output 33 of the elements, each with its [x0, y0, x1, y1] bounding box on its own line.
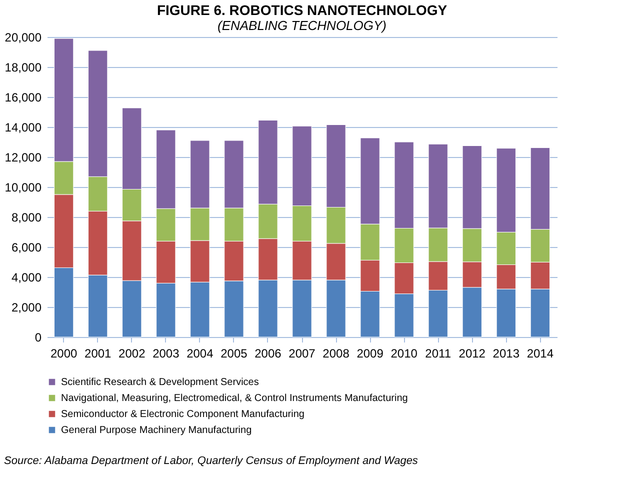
x-tick-label: 2004 [186, 346, 214, 360]
y-tick-label: 16,000 [4, 90, 42, 104]
y-tick-label: 14,000 [4, 120, 42, 134]
y-tick-label: 12,000 [4, 150, 42, 164]
x-tick-label: 2008 [322, 346, 350, 360]
legend-label: General Purpose Machinery Manufacturing [61, 425, 252, 436]
legend-label: Semiconductor & Electronic Component Manufacturing [61, 409, 304, 420]
x-tick-label: 2010 [390, 346, 418, 360]
x-tick-label: 2009 [356, 346, 384, 360]
x-tick-label: 2012 [458, 346, 486, 360]
x-tick-label: 2001 [84, 346, 112, 360]
x-tick-label: 2014 [526, 346, 554, 360]
x-tick-label: 2003 [152, 346, 180, 360]
x-tick-label: 2005 [220, 346, 248, 360]
chart-subtitle: (ENABLING TECHNOLOGY) [217, 18, 387, 33]
y-tick-label: 2,000 [11, 300, 42, 314]
y-tick-label: 0 [34, 330, 42, 344]
y-tick-label: 6,000 [11, 240, 42, 254]
chart-title: FIGURE 6. ROBOTICS NANOTECHNOLOGY [156, 2, 448, 18]
y-tick-label: 4,000 [11, 270, 42, 284]
x-tick-label: 2002 [118, 346, 146, 360]
y-tick-label: 18,000 [4, 60, 42, 74]
x-tick-label: 2013 [492, 346, 520, 360]
source-note: Source: Alabama Department of Labor, Quarterly Census of Employment and Wages [4, 455, 419, 467]
x-tick-label: 2011 [425, 346, 452, 360]
y-tick-label: 8,000 [11, 210, 42, 224]
x-tick-label: 2000 [50, 346, 78, 360]
x-tick-label: 2006 [254, 346, 282, 360]
y-tick-label: 20,000 [4, 30, 42, 44]
x-tick-label: 2007 [288, 346, 316, 360]
legend-label: Navigational, Measuring, Electromedical, & Control Instruments Manufacturing [61, 393, 408, 404]
y-tick-label: 10,000 [4, 180, 42, 194]
legend-label: Scientific Research & Development Services [61, 377, 259, 388]
